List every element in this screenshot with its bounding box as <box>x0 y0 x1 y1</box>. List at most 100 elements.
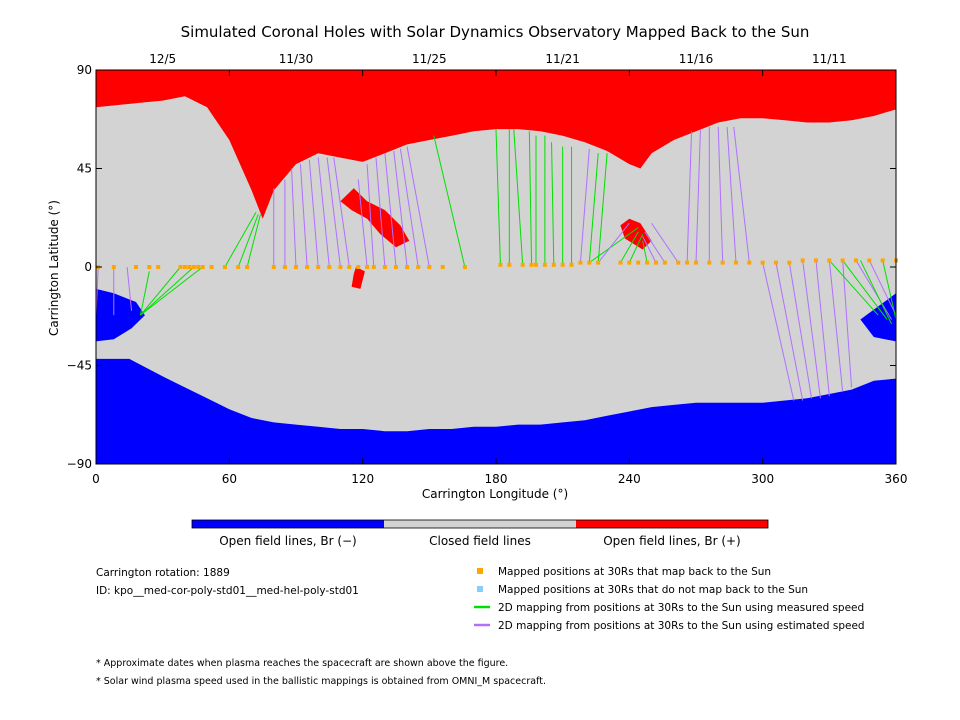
mapped-point-50 <box>662 260 667 265</box>
colorbar-segment-1 <box>384 520 576 528</box>
colorbar-label-0: Open field lines, Br (−) <box>219 534 357 548</box>
estimated-mapping-line-24 <box>406 146 430 268</box>
measured-mapping-line-29 <box>528 131 533 265</box>
north-positive-region <box>96 70 896 219</box>
mapped-point-36 <box>529 262 534 267</box>
mapped-point-67 <box>880 258 885 263</box>
mapped-point-30 <box>427 265 432 269</box>
mapped-point-40 <box>560 262 565 267</box>
mapped-point-52 <box>685 260 690 265</box>
mapped-point-25 <box>371 265 376 269</box>
positive-blob <box>620 218 652 250</box>
mapped-point-66 <box>867 258 872 263</box>
measured-mapping-line-1 <box>140 266 181 316</box>
measured-mapping-line-41 <box>642 240 648 263</box>
estimated-mapping-line-46 <box>686 131 693 263</box>
mapped-point-39 <box>551 262 556 267</box>
measured-mapping-line-2 <box>140 266 195 316</box>
estimated-mapping-line-60 <box>868 260 897 316</box>
estimated-mapping-line-21 <box>384 153 397 268</box>
measured-mapping-line-64 <box>882 260 897 320</box>
southeast-negative-lobe <box>860 293 896 342</box>
measured-mapping-line-28 <box>513 129 524 265</box>
measured-mapping-line-37 <box>597 153 608 263</box>
colorbar-label-1: Closed field lines <box>429 534 531 548</box>
mapped-point-60 <box>787 260 792 265</box>
estimated-mapping-line-54 <box>788 262 813 399</box>
mapped-point-45 <box>618 260 623 265</box>
estimated-mapping-line-20 <box>375 157 386 268</box>
footnote-speed: * Solar wind plasma speed used in the ba… <box>96 676 546 687</box>
mapped-point-4 <box>156 265 161 269</box>
mapped-point-29 <box>416 265 421 269</box>
colorbar-segment-0 <box>192 520 384 528</box>
estimated-mapping-line-50 <box>726 126 737 263</box>
mapped-point-16 <box>282 265 287 269</box>
x-tick-label-5: 300 <box>751 472 774 486</box>
date-tick-label-5: 11/11 <box>812 52 847 66</box>
colorbar: Open field lines, Br (−) Closed field lin… <box>191 519 769 548</box>
estimated-mapping-line-47 <box>695 129 701 263</box>
measured-mapping-line-63 <box>859 260 893 325</box>
estimated-mapping-line-19 <box>366 164 375 268</box>
mapped-point-61 <box>800 258 805 263</box>
mapped-point-28 <box>405 265 410 269</box>
measured-mapping-line-32 <box>551 142 555 265</box>
mapped-point-15 <box>271 265 276 269</box>
legend-label-1: Mapped positions at 30Rs that do not map… <box>498 584 808 596</box>
estimated-mapping-line-52 <box>762 262 795 401</box>
measured-mapping-line-3 <box>140 266 203 316</box>
mapped-point-57 <box>747 260 752 265</box>
estimated-mapping-line-45 <box>651 222 679 263</box>
mapped-point-23 <box>356 265 361 269</box>
mapped-point-35 <box>520 262 525 267</box>
mapped-point-24 <box>365 265 370 269</box>
estimated-mapping-line-44 <box>644 231 666 263</box>
date-tick-label-1: 11/30 <box>279 52 314 66</box>
estimated-mapping-line-23 <box>399 148 419 268</box>
mapped-point-31 <box>440 265 445 269</box>
mapped-point-53 <box>694 260 698 265</box>
estimated-mapping-line-42 <box>597 222 630 263</box>
estimated-mapping-line-51 <box>733 126 750 263</box>
mapped-point-38 <box>542 262 547 267</box>
mapped-point-14 <box>245 265 250 269</box>
legend-marker-1 <box>477 586 483 592</box>
legend-marker-0 <box>477 568 483 574</box>
estimated-mapping-line-16 <box>326 157 341 268</box>
x-tick-label-6: 360 <box>885 472 908 486</box>
mapped-point-18 <box>305 265 310 269</box>
mapped-point-42 <box>578 260 583 265</box>
mapped-point-9 <box>196 265 201 269</box>
estimated-mapping-line-55 <box>802 260 821 399</box>
mapped-point-22 <box>347 265 352 269</box>
estimated-mapping-line-12 <box>291 168 297 268</box>
measured-mapping-line-62 <box>842 260 888 320</box>
colorbar-frame <box>191 519 769 529</box>
x-axis-label: Carrington Longitude (°) <box>422 487 568 501</box>
estimated-mapping-line-49 <box>717 126 724 263</box>
mapped-point-11 <box>209 265 214 269</box>
mapped-point-44 <box>596 260 601 265</box>
x-tick-label-3: 180 <box>485 472 508 486</box>
mapped-point-43 <box>587 260 592 265</box>
mapped-point-3 <box>147 265 152 269</box>
legend: Mapped positions at 30Rs that map back t… <box>474 566 865 632</box>
mapped-point-5 <box>178 265 183 269</box>
estimated-mapping-line-22 <box>393 150 408 268</box>
estimated-mapping-line-17 <box>333 157 350 268</box>
mapped-point-33 <box>498 262 503 267</box>
colorbar-segment-2 <box>576 520 768 528</box>
mapped-point-27 <box>394 265 398 269</box>
estimated-mapping-line-43 <box>642 236 657 263</box>
measured-mapping-line-7 <box>224 212 257 268</box>
y-axis-label: Carrington Latitude (°) <box>47 200 61 336</box>
date-tick-label-2: 11/25 <box>412 52 447 66</box>
date-tick-label-4: 11/16 <box>679 52 714 66</box>
mapped-point-46 <box>627 260 632 265</box>
estimated-mapping-line-18 <box>357 179 368 268</box>
mapped-point-64 <box>840 258 845 263</box>
axes: 0 60 120 180 240 300 360 90 45 0 −45 −90 12/5 11/30 11… <box>67 52 908 486</box>
mapped-point-41 <box>569 262 574 267</box>
